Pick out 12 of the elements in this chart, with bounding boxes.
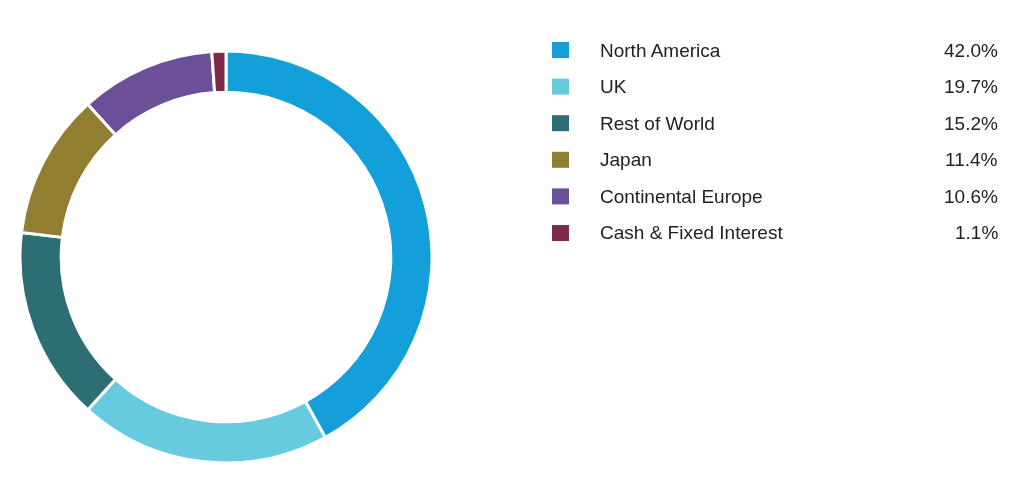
legend-label: Cash & Fixed Interest	[600, 222, 784, 243]
data-label: 42.0%	[944, 40, 998, 61]
legend-label: North America	[600, 40, 721, 61]
data-label: 11.4%	[945, 149, 998, 170]
legend-label: Japan	[600, 149, 652, 170]
data-label: 10.6%	[944, 186, 998, 207]
data-label: 15.2%	[944, 113, 998, 134]
data-label: 1.1%	[955, 222, 999, 243]
data-label: 19.7%	[944, 76, 998, 97]
legend-label: Continental Europe	[600, 186, 763, 207]
legend-label: UK	[600, 76, 627, 97]
legend-label: Rest of World	[600, 113, 715, 134]
